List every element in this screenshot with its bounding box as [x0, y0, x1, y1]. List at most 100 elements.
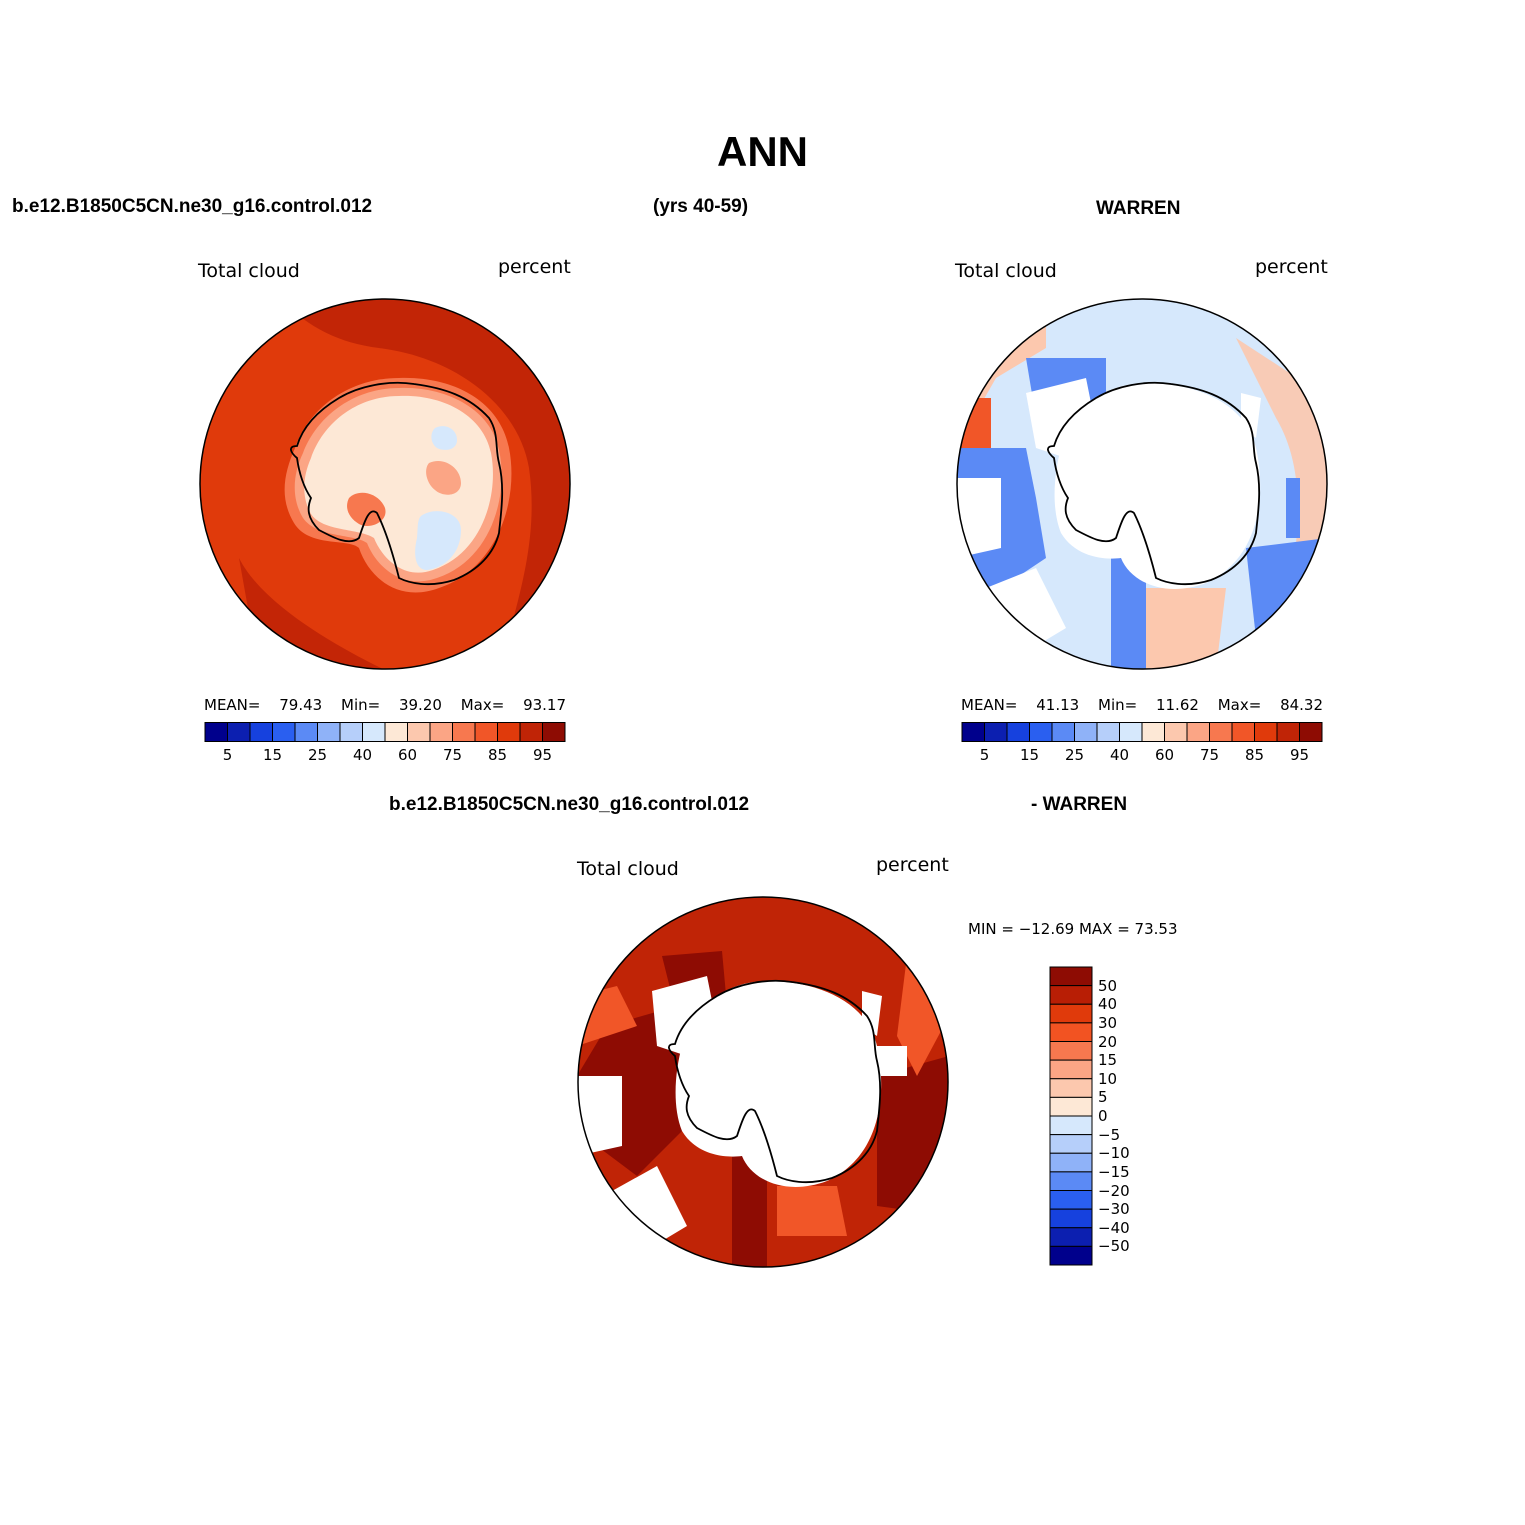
colorbar-swatch — [1049, 966, 1093, 987]
colorbar-swatch — [1049, 1003, 1093, 1024]
colorbar-tick-label: −50 — [1098, 1237, 1130, 1256]
colorbar-swatch — [1049, 1096, 1093, 1117]
colorbar-tick-label: 25 — [1064, 746, 1085, 764]
obs-min-label: Min= — [1098, 696, 1138, 714]
colorbar-tick-label: 85 — [487, 746, 508, 764]
model-min-label: Min= — [341, 696, 381, 714]
model-max-label: Max= — [460, 696, 505, 714]
diff-colorbar — [1049, 966, 1093, 1266]
obs-blue-band — [1286, 478, 1300, 538]
coastline — [290, 381, 504, 586]
ice-light-patch — [426, 460, 461, 495]
colorbar-swatch — [1006, 722, 1030, 742]
colorbar-tick-label: 95 — [1289, 746, 1310, 764]
diff-missing-sector — [862, 991, 882, 1036]
colorbar-swatch — [249, 722, 273, 742]
diff-missing-sector — [877, 1046, 907, 1076]
colorbar-swatch — [1276, 722, 1300, 742]
obs-mean-label: MEAN= — [961, 696, 1018, 714]
colorbar-swatch — [1119, 722, 1143, 742]
diff-colorbar-ticks: 50 40 30 20 15 10 5 0 −5 −10 −15 −20 −30 −40 −50 — [1098, 966, 1158, 1266]
colorbar-tick-label: 40 — [352, 746, 373, 764]
obs-colorbar — [961, 722, 1323, 742]
colorbar-tick-label: 40 — [1109, 746, 1130, 764]
diff-orange-edge — [777, 1186, 847, 1236]
colorbar-swatch — [1029, 722, 1053, 742]
colorbar-tick-label: 75 — [442, 746, 463, 764]
colorbar-tick-label: 85 — [1244, 746, 1265, 764]
obs-polar-map — [956, 298, 1328, 670]
colorbar-tick-label: −5 — [1098, 1125, 1121, 1144]
obs-missing-sector — [986, 568, 1066, 658]
model-stats: MEAN= 79.43 Min= 39.20 Max= 93.17 — [204, 696, 566, 714]
colorbar-swatch — [1049, 1041, 1093, 1061]
model-polar-map — [199, 298, 571, 670]
colorbar-swatch — [452, 722, 476, 742]
obs-name-header: WARREN — [1096, 198, 1181, 219]
colorbar-tick-label: 10 — [1098, 1069, 1118, 1088]
colorbar-swatch — [1051, 722, 1075, 742]
colorbar-swatch — [474, 722, 498, 742]
model-mean-value: 79.43 — [279, 696, 323, 714]
colorbar-tick-label: −30 — [1098, 1200, 1130, 1219]
colorbar-swatch — [1254, 722, 1278, 742]
ice-blue-patch — [431, 426, 457, 450]
colorbar-tick-label: 15 — [1019, 746, 1040, 764]
colorbar-tick-label: 30 — [1098, 1013, 1118, 1032]
colorbar-swatch — [1209, 722, 1233, 742]
colorbar-swatch — [339, 722, 363, 742]
colorbar-swatch — [1074, 722, 1098, 742]
colorbar-swatch — [542, 722, 566, 742]
colorbar-tick-label: 0 — [1098, 1107, 1108, 1125]
colorbar-tick-label: −15 — [1098, 1162, 1130, 1181]
colorbar-swatch — [384, 722, 408, 742]
colorbar-swatch — [1299, 722, 1323, 742]
obs-missing-sector — [1241, 393, 1261, 438]
obs-colorbar-ticks: 5 15 25 40 60 75 85 95 — [961, 746, 1323, 766]
model-mean-label: MEAN= — [204, 696, 261, 714]
diff-obs-header: - WARREN — [1031, 794, 1128, 815]
colorbar-tick-label: 75 — [1199, 746, 1220, 764]
colorbar-tick-label: 15 — [1098, 1051, 1118, 1070]
colorbar-swatch — [1049, 1022, 1093, 1042]
model-variable-label: Total cloud — [198, 260, 300, 282]
diff-orange-edge — [897, 956, 948, 1076]
colorbar-swatch — [497, 722, 521, 742]
colorbar-swatch — [519, 722, 543, 742]
colorbar-tick-label: 5 — [979, 746, 990, 764]
colorbar-swatch — [1049, 1078, 1093, 1098]
colorbar-swatch — [1049, 1227, 1093, 1247]
obs-variable-label: Total cloud — [955, 260, 1057, 282]
colorbar-swatch — [362, 722, 386, 742]
diff-units-label: percent — [876, 854, 949, 876]
obs-salmon-edge — [1146, 588, 1226, 669]
model-colorbar — [204, 722, 566, 742]
obs-mean-value: 41.13 — [1036, 696, 1080, 714]
obs-max-value: 84.32 — [1280, 696, 1324, 714]
obs-salmon-edge — [1236, 338, 1327, 598]
colorbar-tick-label: 25 — [307, 746, 328, 764]
colorbar-swatch — [1049, 1171, 1093, 1191]
colorbar-swatch — [1049, 1152, 1093, 1173]
obs-stats: MEAN= 41.13 Min= 11.62 Max= 84.32 — [961, 696, 1323, 714]
diff-minmax: MIN = −12.69 MAX = 73.53 — [968, 920, 1178, 938]
colorbar-swatch — [1164, 722, 1188, 742]
colorbar-tick-label: 60 — [397, 746, 418, 764]
case-name-header: b.e12.B1850C5CN.ne30_g16.control.012 — [12, 196, 373, 217]
figure-title: ANN — [717, 128, 808, 175]
model-min-value: 39.20 — [398, 696, 442, 714]
obs-max-label: Max= — [1217, 696, 1262, 714]
ice-light-patch — [347, 492, 386, 527]
colorbar-tick-label: 60 — [1154, 746, 1175, 764]
colorbar-tick-label: 15 — [262, 746, 283, 764]
colorbar-swatch — [204, 722, 228, 742]
colorbar-swatch — [407, 722, 431, 742]
colorbar-swatch — [1141, 722, 1165, 742]
model-colorbar-ticks: 5 15 25 40 60 75 85 95 — [204, 746, 566, 766]
obs-min-value: 11.62 — [1155, 696, 1199, 714]
colorbar-swatch — [984, 722, 1008, 742]
colorbar-tick-label: −20 — [1098, 1181, 1130, 1200]
colorbar-swatch — [1186, 722, 1210, 742]
colorbar-swatch — [1049, 1115, 1093, 1136]
diff-missing-sector — [578, 1076, 622, 1156]
